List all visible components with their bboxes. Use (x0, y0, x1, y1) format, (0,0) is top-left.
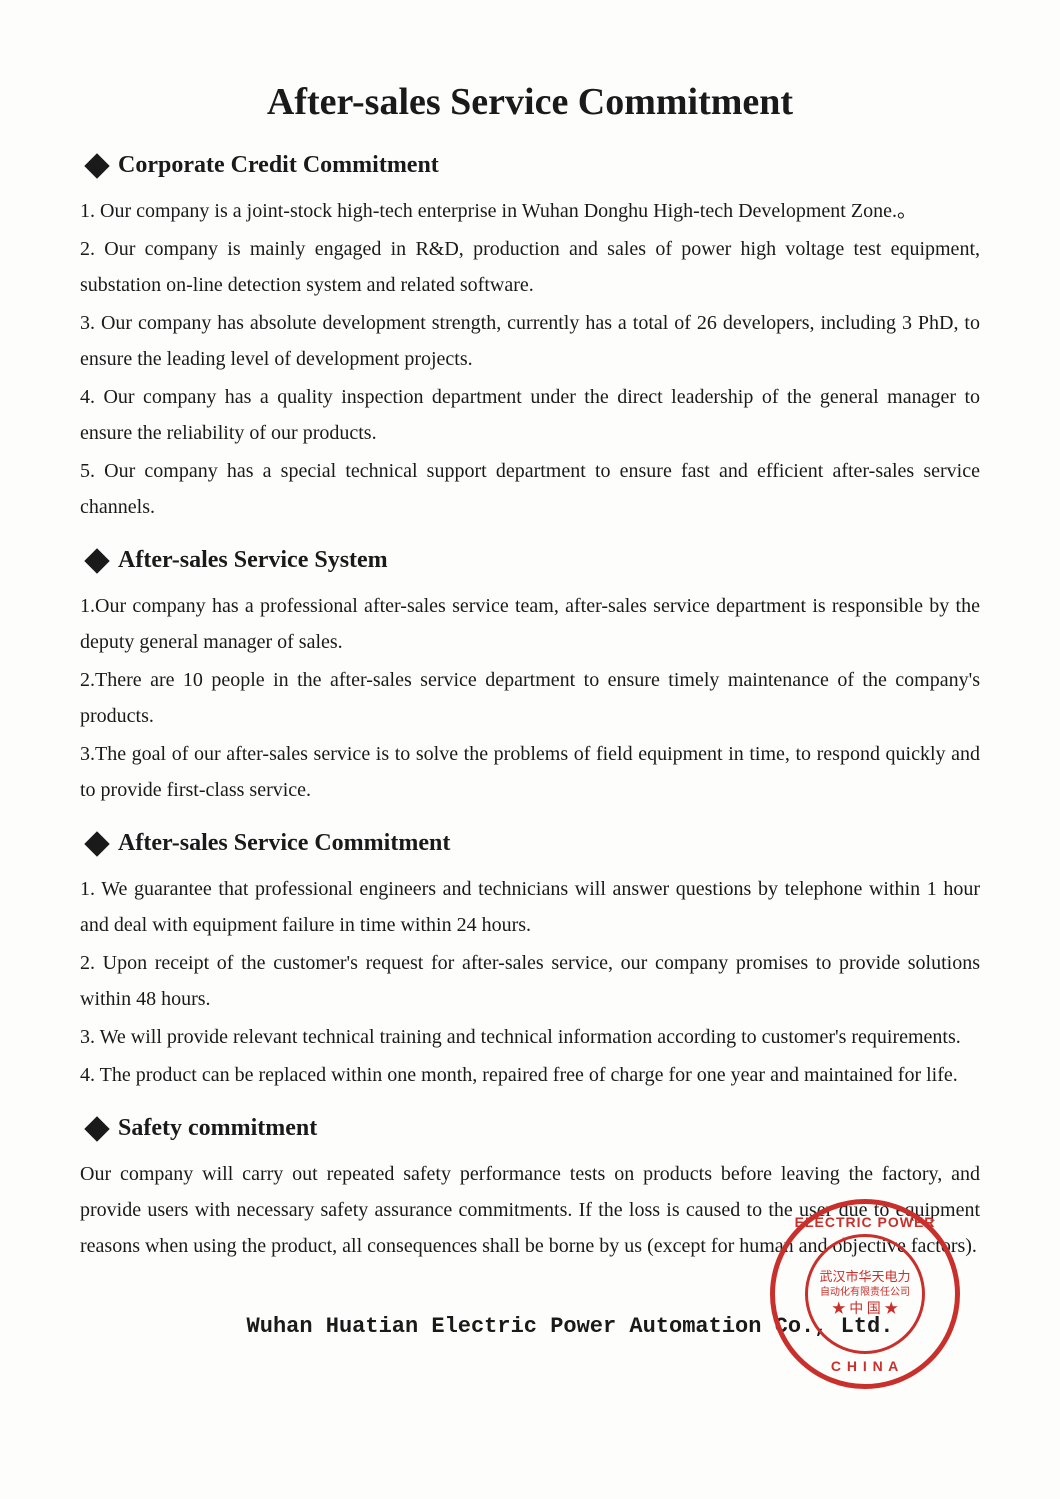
list-item: 1.Our company has a professional after-s… (80, 588, 980, 660)
list-item: 4. Our company has a quality inspection … (80, 379, 980, 451)
section-service-commitment: After-sales Service Commitment 1. We gua… (80, 830, 980, 1093)
heading-text: After-sales Service Commitment (118, 830, 450, 857)
section-heading: Safety commitment (80, 1115, 980, 1142)
document-title: After-sales Service Commitment (80, 80, 980, 124)
stamp-inner-ring: 武汉市华天电力 自动化有限责任公司 ★ 中 国 ★ (805, 1234, 925, 1354)
diamond-icon (84, 548, 109, 573)
list-item: 5. Our company has a special technical s… (80, 453, 980, 525)
list-item: 4. The product can be replaced within on… (80, 1057, 980, 1093)
heading-text: After-sales Service System (118, 547, 388, 574)
list-item: 3.The goal of our after-sales service is… (80, 736, 980, 808)
stamp-inner-text: 自动化有限责任公司 (820, 1286, 910, 1299)
heading-text: Corporate Credit Commitment (118, 152, 439, 179)
section-corporate-credit: Corporate Credit Commitment 1. Our compa… (80, 152, 980, 525)
section-heading: After-sales Service Commitment (80, 830, 980, 857)
list-item: 1. We guarantee that professional engine… (80, 871, 980, 943)
list-item: 2. Our company is mainly engaged in R&D,… (80, 231, 980, 303)
stamp-bottom-arc: C H I N A (831, 1358, 899, 1374)
list-item: 2. Upon receipt of the customer's reques… (80, 945, 980, 1017)
heading-text: Safety commitment (118, 1115, 317, 1142)
stamp-inner-text: 武汉市华天电力 (819, 1269, 910, 1286)
list-item: 1. Our company is a joint-stock high-tec… (80, 193, 980, 229)
diamond-icon (84, 831, 109, 856)
stamp-outer-ring: ELECTRIC POWER 武汉市华天电力 自动化有限责任公司 ★ 中 国 ★… (770, 1199, 960, 1389)
list-item: 3. We will provide relevant technical tr… (80, 1019, 980, 1055)
section-heading: Corporate Credit Commitment (80, 152, 980, 179)
section-heading: After-sales Service System (80, 547, 980, 574)
diamond-icon (84, 1116, 109, 1141)
company-stamp: ELECTRIC POWER 武汉市华天电力 自动化有限责任公司 ★ 中 国 ★… (770, 1199, 960, 1389)
stamp-stars: ★ 中 国 ★ (832, 1301, 899, 1319)
list-item: 3. Our company has absolute development … (80, 305, 980, 377)
list-item: 2.There are 10 people in the after-sales… (80, 662, 980, 734)
diamond-icon (84, 153, 109, 178)
stamp-top-arc: ELECTRIC POWER (795, 1214, 936, 1230)
section-service-system: After-sales Service System 1.Our company… (80, 547, 980, 808)
